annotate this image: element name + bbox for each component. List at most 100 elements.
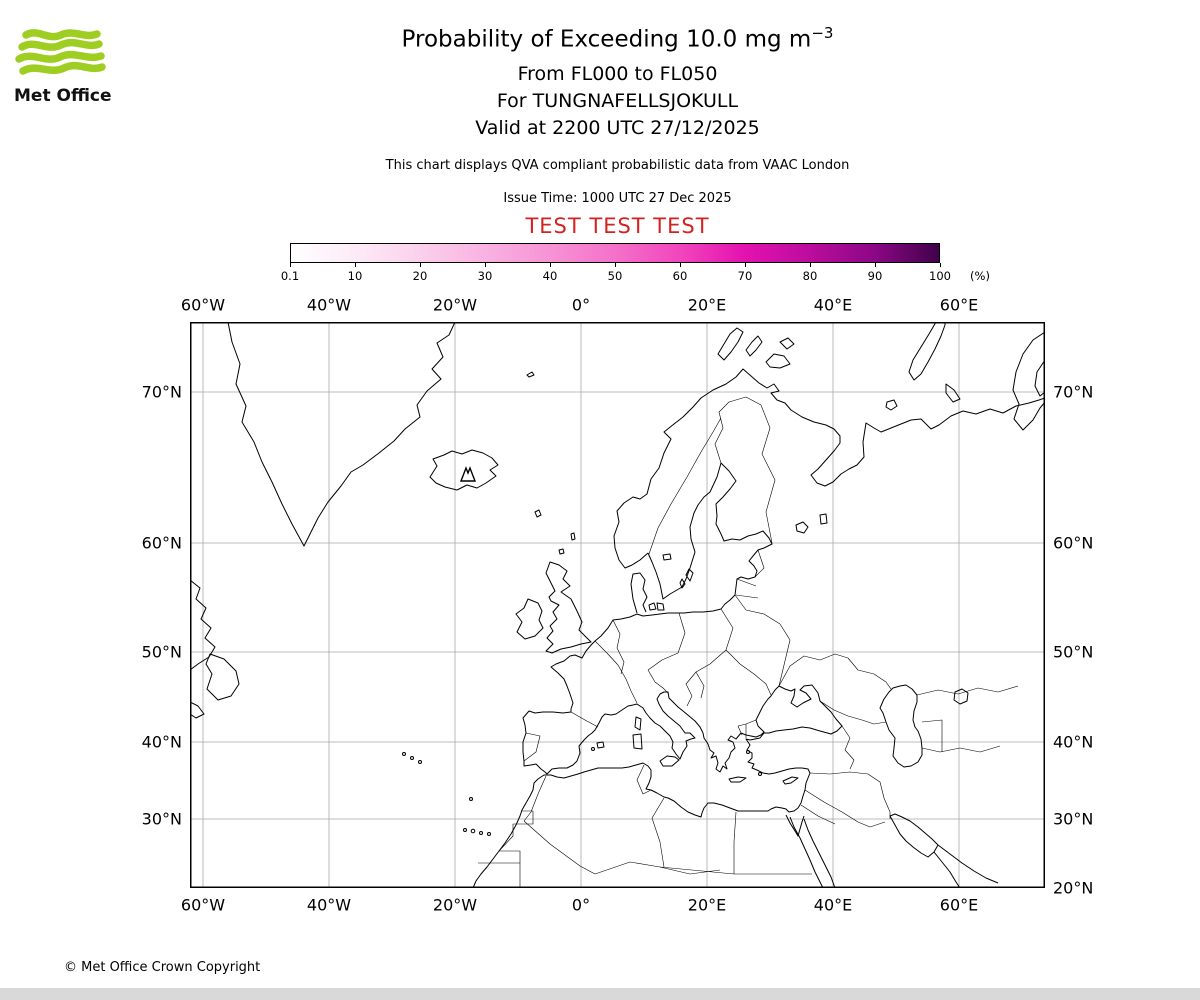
copyright-text: © Met Office Crown Copyright [64, 960, 261, 975]
coastline-yamal [1012, 331, 1045, 431]
met-office-logo: Met Office [14, 28, 124, 106]
map-background [190, 322, 1045, 888]
colorbar-unit: (%) [970, 269, 990, 283]
coastline-sinai-red-sea-west [789, 816, 824, 888]
lat-label-right: 70°N [1053, 382, 1094, 402]
island-canary-3 [479, 831, 483, 835]
island-novaya-zemlya [908, 322, 946, 381]
lat-label-right: 20°N [1053, 878, 1094, 898]
island-ibiza [591, 747, 595, 751]
island-jan-mayen [526, 371, 535, 378]
lat-label-right: 30°N [1053, 809, 1094, 829]
lake-ladoga [795, 521, 809, 534]
island-fyn [648, 602, 657, 611]
lon-label-top: 20°E [687, 295, 727, 315]
island-svalbard-b [745, 335, 763, 357]
colorbar-tick-mark [615, 263, 616, 267]
island-svalbard-c [765, 353, 791, 369]
coastline-newfoundland [205, 653, 240, 701]
lon-label-bottom: 20°W [432, 895, 478, 915]
lon-label-top: 40°W [306, 295, 352, 315]
logo-text: Met Office [14, 86, 112, 106]
qva-note: This chart displays QVA compliant probab… [385, 158, 850, 173]
lon-label-top: 20°W [432, 295, 478, 315]
lon-label-top: 0° [571, 295, 591, 315]
island-rhodes [758, 772, 762, 776]
lat-label-left: 50°N [141, 642, 182, 662]
island-lesbos [746, 750, 750, 754]
island-corsica [634, 716, 642, 731]
colorbar-tick-label: 20 [412, 269, 428, 283]
coastline-caspian [879, 684, 923, 768]
lat-label-left: 30°N [141, 809, 182, 829]
lon-label-top: 60°E [939, 295, 979, 315]
island-svalbard-a [717, 327, 744, 361]
map [190, 322, 1045, 888]
logo-wave [19, 61, 106, 75]
graticule [190, 322, 1045, 888]
colorbar-tick-label: 100 [929, 269, 951, 283]
coastline-gulf-of-oman-iran [937, 844, 999, 884]
island-azores-2 [418, 760, 422, 764]
map-frame [190, 322, 1045, 888]
island-sardinia [632, 733, 643, 750]
colorbar-tick-mark [420, 263, 421, 267]
coastline-greenland [227, 322, 456, 547]
coastline-great-britain [545, 561, 592, 654]
lat-label-left: 70°N [141, 382, 182, 402]
coastline-labrador [190, 579, 216, 671]
colorbar-tick-label: 50 [607, 269, 623, 283]
coastline-norway-russia-arctic [613, 368, 1045, 569]
coastline-persian-gulf [889, 813, 939, 858]
lat-label-left: 40°N [141, 732, 182, 752]
colorbar-tick-label: 60 [672, 269, 688, 283]
colorbar-tick-mark [940, 263, 941, 267]
subtitle-flight-levels: From FL000 to FL050 [517, 63, 718, 85]
country-borders [478, 396, 1019, 888]
issue-time: Issue Time: 1000 UTC 27 Dec 2025 [503, 191, 732, 206]
island-gotland [685, 568, 694, 582]
island-mallorca [596, 741, 605, 749]
colorbar-tick-mark [745, 263, 746, 267]
lake-vanern [662, 553, 672, 561]
lon-label-top: 40°E [813, 295, 853, 315]
colorbar-tick-mark [485, 263, 486, 267]
title-text: Probability of Exceeding 10.0 mg m [401, 26, 812, 53]
lon-label-bottom: 20°E [687, 895, 727, 915]
page-title: Probability of Exceeding 10.0 mg m−3 [190, 24, 1045, 53]
coastline-gulf-of-oman-arabia [933, 851, 961, 888]
logo-wave [15, 50, 105, 63]
island-crete [728, 776, 747, 783]
lon-label-bottom: 40°W [306, 895, 352, 915]
colorbar-tick-mark [810, 263, 811, 267]
lon-label-bottom: 40°E [813, 895, 853, 915]
island-orkney [558, 548, 565, 555]
coastline-sinai-peninsula [785, 814, 805, 837]
island-faroe [534, 509, 542, 518]
colorbar-tick-marks [290, 263, 941, 268]
coastline-iceland [429, 449, 499, 491]
island-shetland [570, 532, 576, 541]
coastline-ob-gulf [1034, 359, 1045, 397]
island-cyprus [782, 776, 799, 785]
subtitle-volcano: For TUNGNAFELLSJOKULL [496, 90, 739, 112]
volcano-marker [459, 466, 477, 482]
lat-label-right: 40°N [1053, 732, 1094, 752]
lat-label-left: 60°N [141, 533, 182, 553]
island-azores-3 [402, 752, 406, 756]
island-sjaelland [656, 602, 665, 611]
island-canary-4 [487, 832, 491, 836]
coastline-continent [472, 462, 843, 888]
colorbar-tick-mark [680, 263, 681, 267]
island-madeira [469, 797, 473, 801]
coastline-nova-scotia [190, 701, 205, 719]
colorbar-tick-mark [290, 263, 291, 267]
coastline-denmark [630, 572, 648, 614]
test-banner: TEST TEST TEST [525, 214, 710, 238]
colorbar-tick-mark [875, 263, 876, 267]
coastline-red-sea-east [803, 818, 836, 888]
lon-label-bottom: 0° [571, 895, 591, 915]
lake-onega [819, 513, 828, 525]
island-vaygach [945, 383, 961, 403]
lat-label-right: 60°N [1053, 533, 1094, 553]
